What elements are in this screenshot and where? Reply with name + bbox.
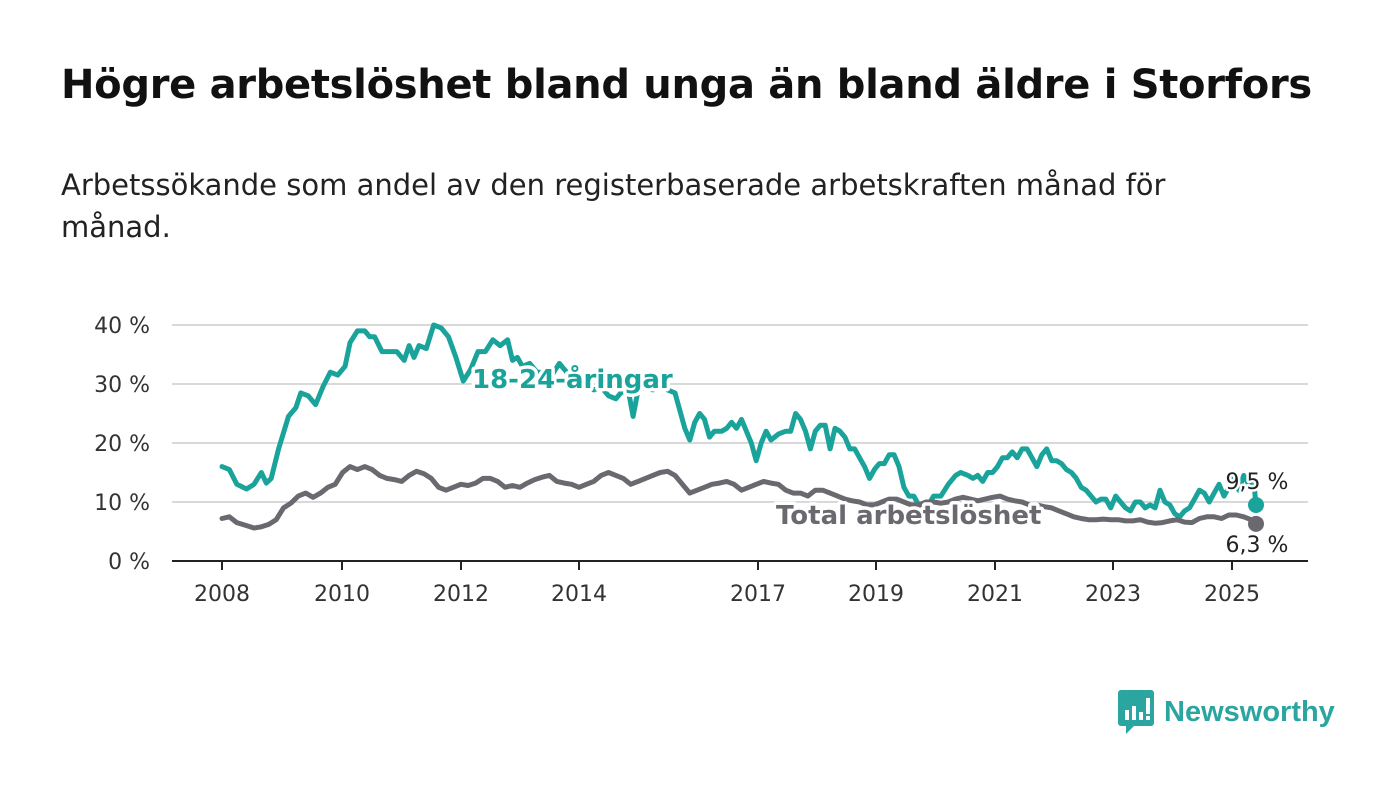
x-axis: 2008 2010 2012 2014 2017 2019 2021 2023 2025 xyxy=(172,560,1308,607)
series-label-total: Total arbetslöshet xyxy=(776,501,1041,531)
series-lines xyxy=(219,322,1264,532)
y-tick-label: 10 % xyxy=(94,491,150,516)
end-value-youth: 9,5 % xyxy=(1226,470,1289,495)
x-tick-label: 2008 xyxy=(194,582,250,607)
x-tick-label: 2012 xyxy=(433,582,489,607)
newsworthy-chart-icon xyxy=(1118,690,1154,734)
x-tick-label: 2014 xyxy=(551,582,607,607)
end-value-total: 6,3 % xyxy=(1226,533,1289,558)
y-tick-label: 20 % xyxy=(94,432,150,457)
x-tick-label: 2019 xyxy=(848,582,904,607)
page-title: Högre arbetslöshet bland unga än bland ä… xyxy=(61,62,1312,108)
newsworthy-wordmark: Newsworthy xyxy=(1164,695,1335,728)
x-tick-label: 2010 xyxy=(314,582,370,607)
newsworthy-logo: Newsworthy xyxy=(1118,690,1335,734)
x-tick-label: 2023 xyxy=(1085,582,1141,607)
y-axis: 0 % 10 % 20 % 30 % 40 % xyxy=(94,314,150,575)
x-tick-label: 2017 xyxy=(730,582,786,607)
series-line-total xyxy=(219,464,1259,531)
series-labels: 18-24-åringar Total arbetslöshet 9,5 % 6,3 … xyxy=(469,360,1291,561)
series-label-youth: 18-24-åringar xyxy=(472,363,673,395)
page-subtitle: Arbetssökande som andel av den registerb… xyxy=(61,168,1166,244)
y-tick-label: 0 % xyxy=(108,550,150,575)
end-dot-youth xyxy=(1248,496,1264,513)
y-tick-label: 40 % xyxy=(94,314,150,339)
y-tick-label: 30 % xyxy=(94,373,150,398)
series-line-youth xyxy=(219,322,1259,520)
end-dot-total xyxy=(1248,515,1264,532)
x-tick-label: 2021 xyxy=(967,582,1023,607)
x-tick-label: 2025 xyxy=(1204,582,1260,607)
